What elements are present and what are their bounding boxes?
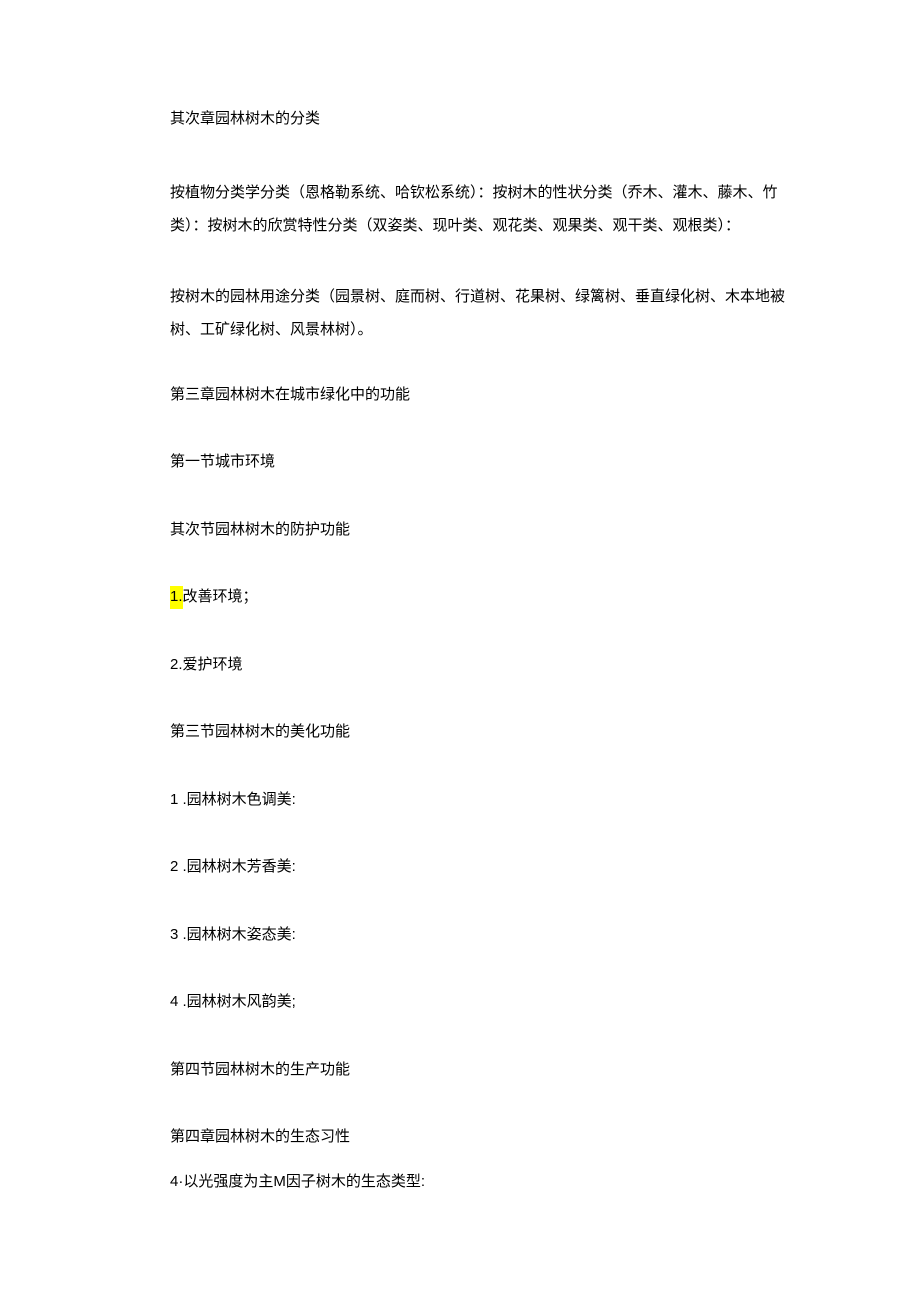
chapter-title: 第四章园林树木的生态习性 [170, 1126, 810, 1149]
body-text: 按植物分类学分类（恩格勒系统、哈钦松系统）：按树木的性状分类（乔木、灌木、藤木、… [170, 176, 810, 242]
body-text: 按树木的园林用途分类（园景树、庭而树、行道树、花果树、绿篱树、垂直绿化树、木本地… [170, 280, 810, 346]
list-item: 1.改善环境； [170, 586, 810, 609]
highlighted-text: 1. [170, 586, 183, 609]
chapter-title: 第三章园林树木在城市绿化中的功能 [170, 384, 810, 407]
list-item: 3 .园林树木姿态美: [170, 924, 810, 947]
list-item: 2 .园林树木芳香美: [170, 856, 810, 879]
chapter-title: 其次章园林树木的分类 [170, 108, 810, 131]
list-item: 4·以光强度为主M因子树木的生态类型: [170, 1171, 810, 1194]
section-title: 第四节园林树木的生产功能 [170, 1059, 810, 1082]
section-title: 其次节园林树木的防护功能 [170, 519, 810, 542]
section-title: 第一节城市环境 [170, 451, 810, 474]
list-item-text: 改善环境； [183, 588, 258, 605]
list-item: 2.爱护环境 [170, 654, 810, 677]
list-item: 4 .园林树木风韵美; [170, 991, 810, 1014]
section-title: 第三节园林树木的美化功能 [170, 721, 810, 744]
list-item: 1 .园林树木色调美: [170, 789, 810, 812]
